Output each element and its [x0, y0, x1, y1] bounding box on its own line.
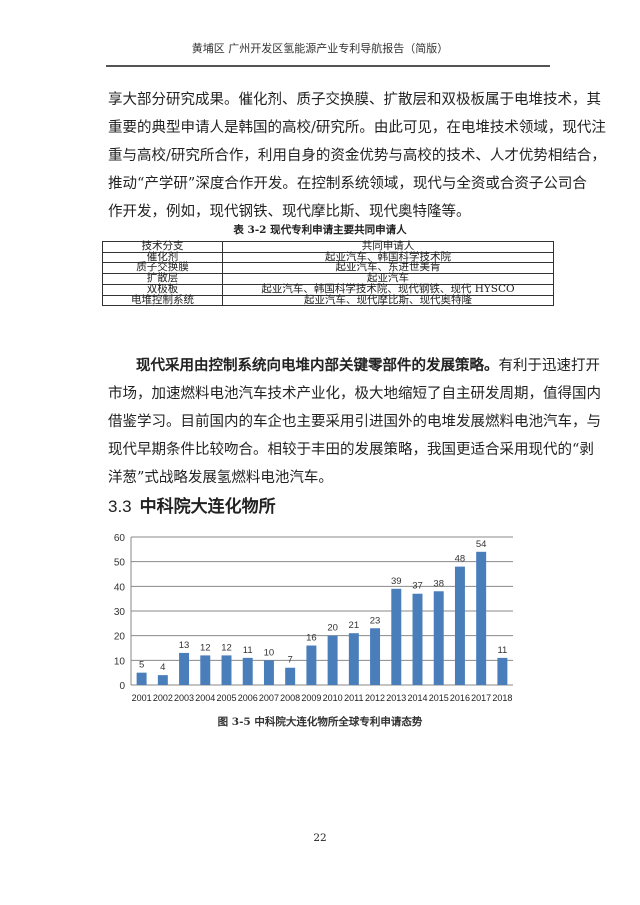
data-label: 20 [327, 623, 338, 634]
paragraph-2-bold-lead: 现代采用由控制系统向电堆内部关键零部件的发展策略。 [136, 357, 499, 374]
x-tick-label: 2018 [492, 693, 512, 703]
bar [179, 652, 190, 685]
bar [306, 645, 317, 685]
y-tick-label: 20 [114, 632, 126, 643]
x-tick-label: 2016 [450, 693, 470, 703]
table-caption: 表 3-2 现代专利申请主要共同申请人 [233, 224, 407, 236]
bar [348, 633, 359, 685]
x-tick-label: 2009 [301, 693, 321, 703]
x-tick-label: 2005 [216, 693, 236, 703]
x-tick-label: 2006 [238, 693, 258, 703]
paragraph-2-first-line: 现代采用由控制系统向电堆内部关键零部件的发展策略。有利于迅速打开 [136, 356, 600, 376]
running-header: 黄埔区 广州开发区氢能源产业专利导航报告（简版） [191, 42, 449, 55]
x-tick-label: 2012 [365, 693, 385, 703]
bar [157, 675, 168, 685]
bar [497, 657, 508, 685]
data-label: 39 [391, 576, 402, 587]
x-tick-label: 2010 [323, 693, 343, 703]
data-label: 11 [497, 645, 507, 656]
text-line: 市场，加速燃料电池汽车技术产业化，极大地缩短了自主研发周期，值得国内 [108, 386, 601, 402]
y-tick-label: 10 [114, 656, 126, 667]
data-label: 16 [306, 633, 317, 644]
bar [433, 591, 444, 685]
data-label: 21 [349, 620, 360, 631]
data-label: 54 [476, 539, 487, 550]
y-tick-label: 60 [114, 533, 126, 544]
x-tick-label: 2001 [132, 693, 152, 703]
x-tick-label: 2004 [195, 693, 215, 703]
text-line: 推动“产学研”深度合作开发。在控制系统领域，现代与全资或合资子公司合 [108, 176, 587, 192]
data-label: 23 [370, 615, 381, 626]
table-cell: 起亚汽车、现代摩比斯、现代奥特隆 [222, 294, 554, 307]
bar [476, 551, 487, 685]
figure-caption: 图 3-5 中科院大连化物所全球专利申请态势 [217, 716, 423, 728]
bar [327, 635, 338, 685]
bar [221, 655, 232, 685]
text-line: 重与高校/研究所合作，利用自身的资金优势与高校的技术、人才优势相结合， [108, 148, 606, 164]
data-label: 4 [160, 662, 165, 673]
y-tick-label: 50 [114, 558, 126, 569]
y-tick-label: 30 [114, 607, 126, 618]
bar [370, 628, 381, 685]
x-tick-label: 2008 [280, 693, 300, 703]
text-line: 借鉴学习。目前国内的车企也主要采用引进国外的电堆发展燃料电池汽车，与 [108, 414, 601, 430]
x-tick-label: 2017 [471, 693, 491, 703]
x-tick-label: 2011 [344, 693, 363, 703]
y-tick-label: 40 [114, 582, 126, 593]
data-label: 5 [139, 660, 144, 671]
data-label: 13 [179, 640, 190, 651]
x-tick-label: 2013 [386, 693, 406, 703]
data-label: 38 [433, 578, 444, 589]
data-label: 12 [200, 642, 211, 653]
paragraph-2-text: 有利于迅速打开 [498, 358, 601, 374]
text-line: 作开发，例如，现代钢铁、现代摩比斯、现代奥特隆等。 [108, 204, 471, 220]
bar [263, 660, 274, 685]
x-tick-label: 2002 [153, 693, 173, 703]
bar [285, 667, 296, 685]
bar [242, 657, 253, 685]
header-divider [106, 65, 550, 67]
data-label: 11 [243, 645, 253, 656]
section-title: 中科院大连化物所 [139, 497, 276, 517]
bar [136, 672, 147, 685]
data-label: 48 [455, 554, 466, 565]
co-applicant-table: 技术分支 共同申请人 催化剂 起亚汽车、韩国科学技术院 质子交换膜 起亚汽车、东进世… [102, 241, 554, 307]
data-label: 7 [288, 655, 293, 666]
data-label: 10 [264, 647, 275, 658]
section-number: 3.3 [108, 497, 132, 516]
text-line: 重要的典型申请人是韩国的高校/研究所。由此可见，在电堆技术领域，现代注 [108, 120, 606, 136]
page-number: 22 [313, 832, 327, 844]
section-heading: 3.3 中科院大连化物所 [108, 492, 276, 517]
data-label: 37 [412, 581, 423, 592]
bar [454, 566, 465, 685]
text-line: 洋葱”式战略发展氢燃料电池汽车。 [108, 470, 333, 486]
x-tick-label: 2014 [407, 693, 427, 703]
bar [412, 593, 423, 685]
bar [391, 588, 402, 685]
text-line: 享大部分研究成果。催化剂、质子交换膜、扩散层和双极板属于电堆技术，其 [108, 92, 601, 108]
x-tick-label: 2003 [174, 693, 194, 703]
table-row: 电堆控制系统 起亚汽车、现代摩比斯、现代奥特隆 [102, 294, 554, 307]
text-line: 现代早期条件比较吻合。相较于丰田的发展策略，我国更适合采用现代的“剥 [108, 442, 594, 458]
y-tick-label: 0 [119, 681, 125, 692]
x-tick-label: 2007 [259, 693, 279, 703]
bar [200, 655, 211, 685]
data-label: 12 [221, 642, 232, 653]
x-tick-label: 2015 [429, 693, 449, 703]
